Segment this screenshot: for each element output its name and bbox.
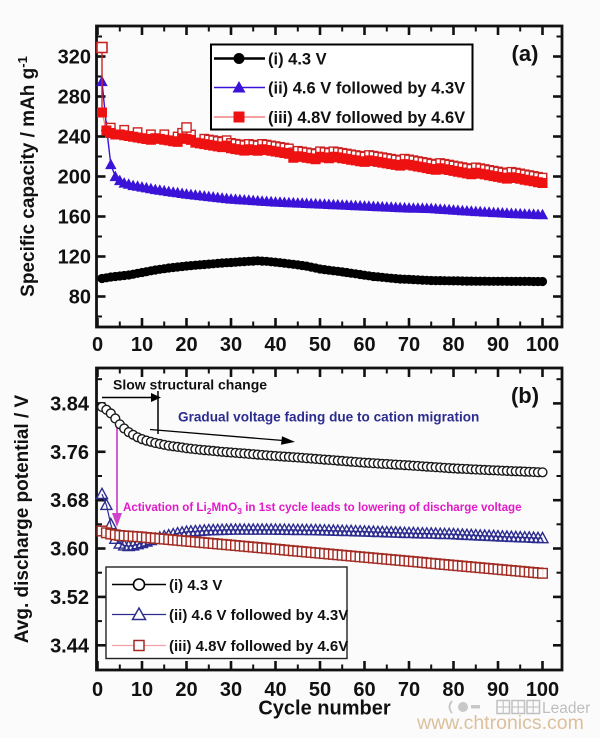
- svg-text:(iii) 4.8V followed by 4.6V: (iii) 4.8V followed by 4.6V: [268, 109, 465, 127]
- svg-text:120: 120: [58, 247, 91, 269]
- svg-text:90: 90: [487, 334, 509, 356]
- svg-text:3.44: 3.44: [50, 635, 90, 657]
- svg-text:200: 200: [58, 167, 91, 189]
- svg-text:Gradual voltage fading due to: Gradual voltage fading due to cation mig…: [178, 410, 479, 425]
- svg-text:70: 70: [398, 679, 420, 701]
- svg-text:90: 90: [487, 679, 509, 701]
- svg-text:50: 50: [309, 679, 331, 701]
- svg-text:3.68: 3.68: [50, 490, 89, 512]
- svg-text:Specific capacity / mAh g-1: Specific capacity / mAh g-1: [15, 56, 40, 297]
- svg-text:Avg. discharge potential / V: Avg. discharge potential / V: [12, 394, 33, 643]
- svg-text:30: 30: [220, 334, 242, 356]
- svg-text:10: 10: [131, 679, 153, 701]
- svg-text:80: 80: [442, 334, 464, 356]
- svg-text:Activation of Li2MnO3 in 1st c: Activation of Li2MnO3 in 1st cycle leads…: [123, 501, 522, 516]
- svg-text:www.chtronics.com: www.chtronics.com: [416, 712, 584, 734]
- svg-text:100: 100: [526, 679, 559, 701]
- svg-text:(b): (b): [511, 383, 539, 408]
- svg-text:160: 160: [58, 207, 91, 229]
- svg-text:50: 50: [309, 334, 331, 356]
- svg-text:20: 20: [175, 334, 197, 356]
- svg-text:320: 320: [58, 47, 91, 69]
- svg-text:280: 280: [58, 87, 91, 109]
- svg-text:70: 70: [398, 334, 420, 356]
- svg-text:(i) 4.3 V: (i) 4.3 V: [169, 577, 222, 594]
- svg-text:Slow structural change: Slow structural change: [113, 377, 267, 393]
- svg-text:30: 30: [220, 679, 242, 701]
- svg-text:3.60: 3.60: [50, 539, 89, 561]
- svg-text:(iii) 4.8V followed by 4.6V: (iii) 4.8V followed by 4.6V: [169, 638, 348, 655]
- svg-text:60: 60: [353, 334, 375, 356]
- svg-text:40: 40: [264, 334, 286, 356]
- svg-text:0: 0: [92, 334, 103, 356]
- svg-text:100: 100: [526, 334, 559, 356]
- svg-text:80: 80: [442, 679, 464, 701]
- svg-text:20: 20: [175, 679, 197, 701]
- svg-text:60: 60: [353, 679, 375, 701]
- svg-text:3.52: 3.52: [50, 587, 89, 609]
- svg-text:(a): (a): [512, 41, 539, 66]
- svg-text:3.84: 3.84: [50, 393, 90, 415]
- svg-text:(i) 4.3 V: (i) 4.3 V: [268, 51, 327, 69]
- svg-text:Leader: Leader: [542, 700, 590, 717]
- svg-text:(ii) 4.6 V followed by 4.3V: (ii) 4.6 V followed by 4.3V: [169, 607, 348, 624]
- svg-text:0: 0: [92, 679, 103, 701]
- svg-text:80: 80: [69, 287, 91, 309]
- svg-text:Cycle number: Cycle number: [258, 698, 390, 720]
- svg-text:40: 40: [264, 679, 286, 701]
- svg-text:3.76: 3.76: [50, 442, 89, 464]
- svg-text:(ii) 4.6 V followed by 4.3V: (ii) 4.6 V followed by 4.3V: [268, 80, 465, 98]
- svg-text:240: 240: [58, 127, 91, 149]
- svg-text:10: 10: [131, 334, 153, 356]
